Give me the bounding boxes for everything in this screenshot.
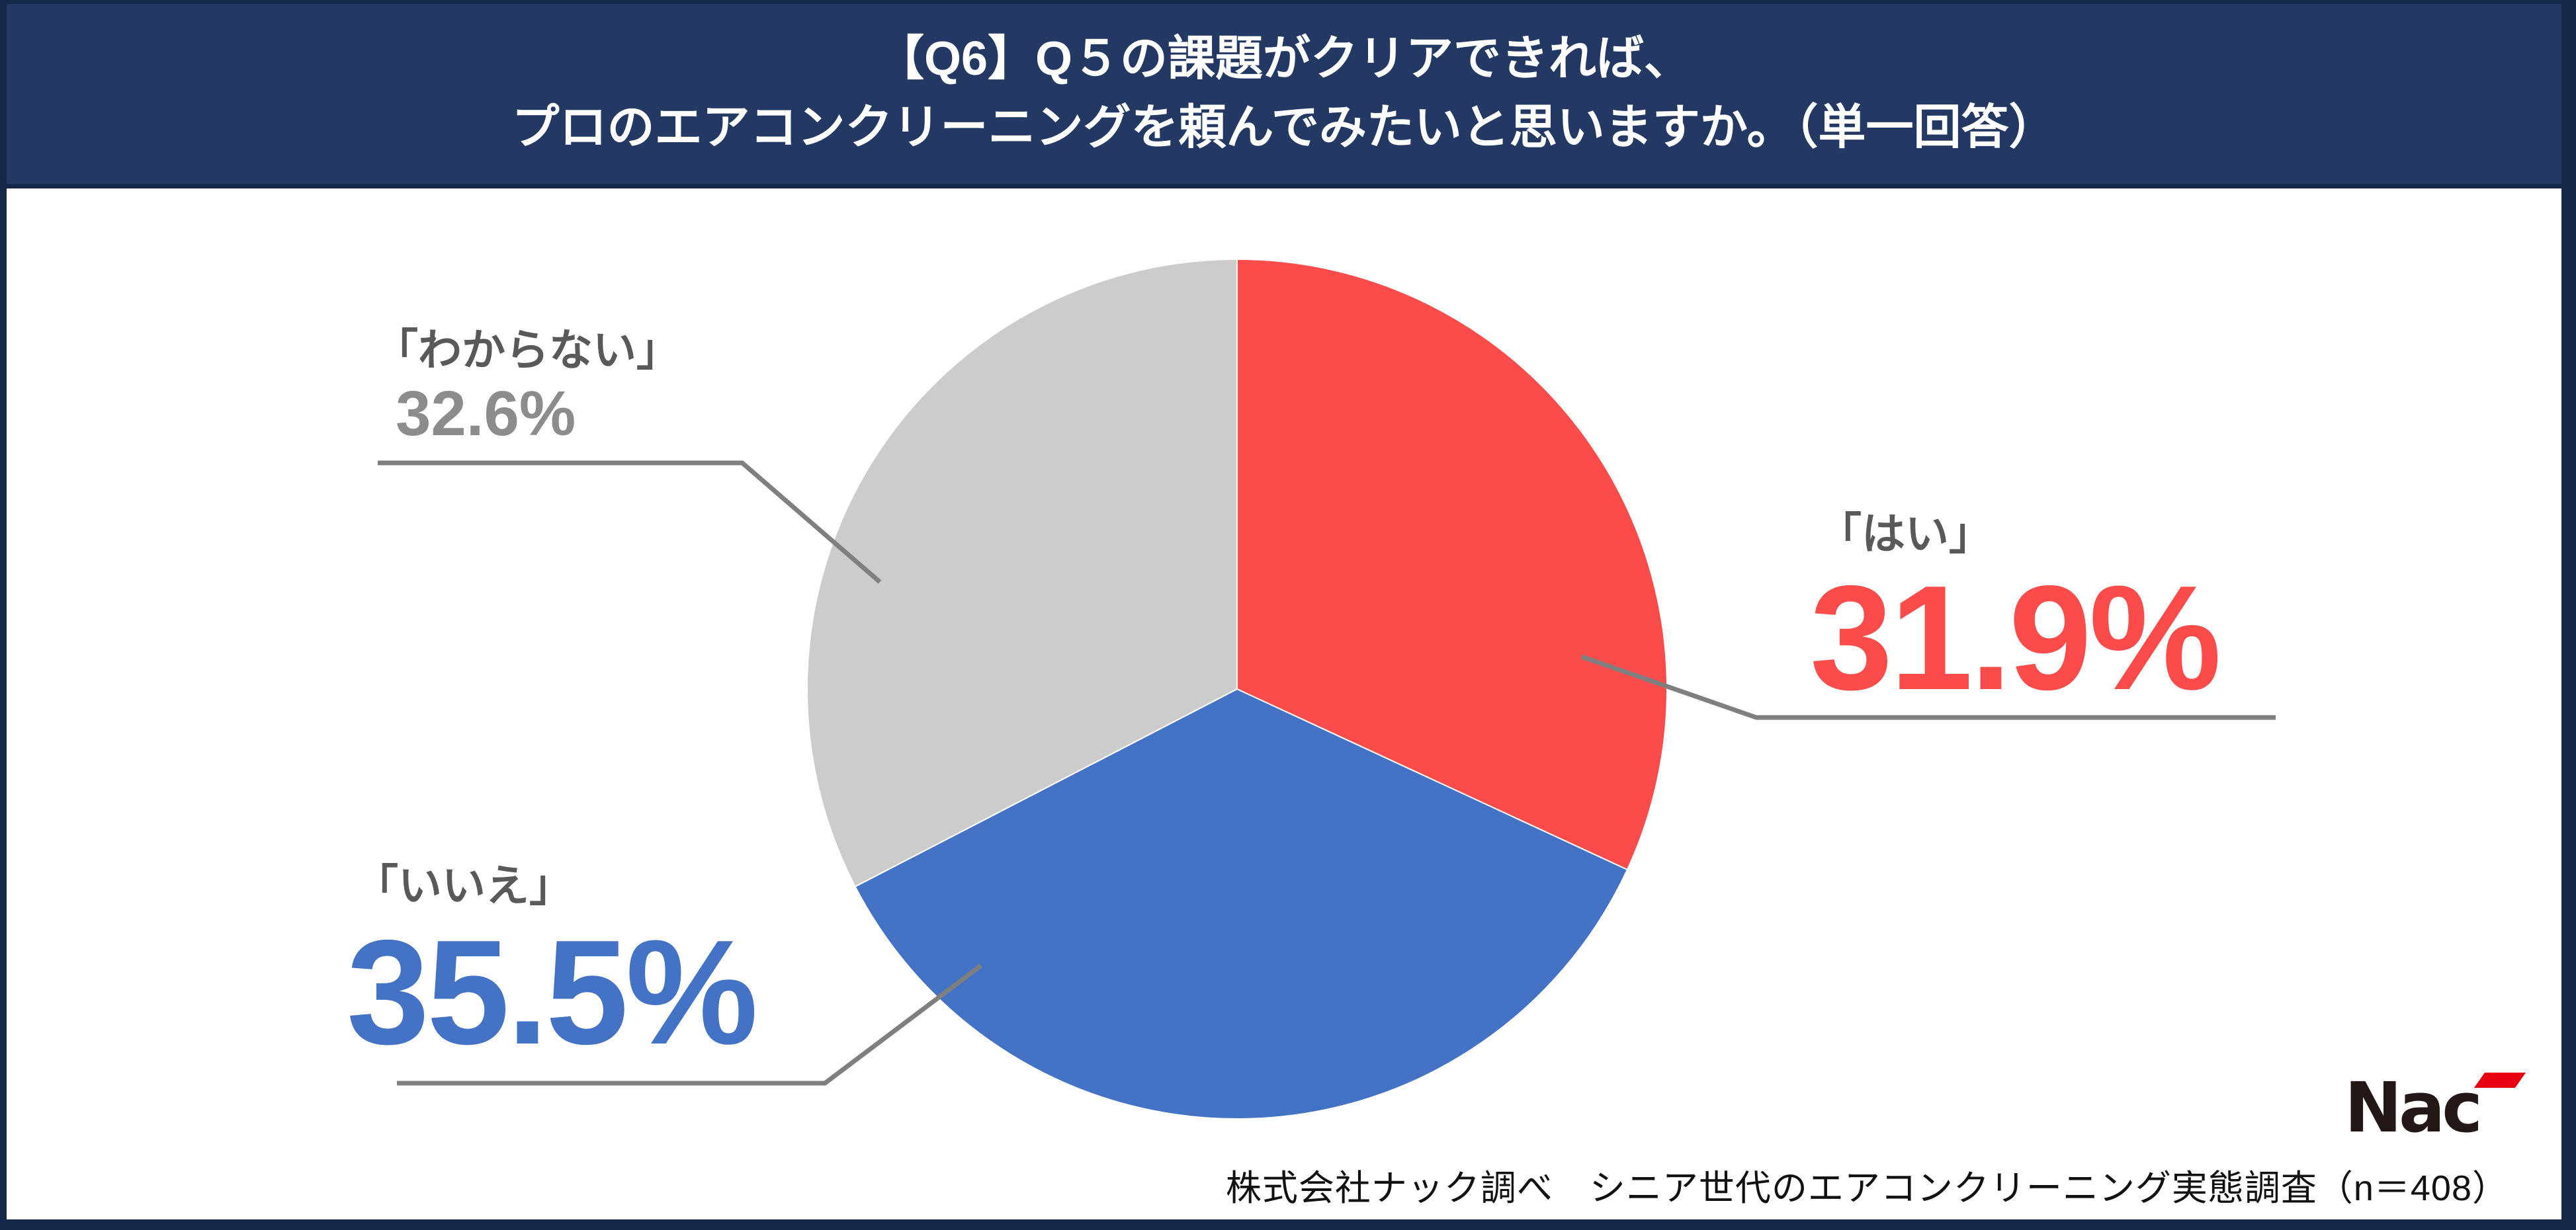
nac-logo: Nac bbox=[2344, 1073, 2536, 1142]
leader-line-wakaranai bbox=[378, 460, 882, 584]
slice-percent-iie: 35.5% bbox=[347, 909, 758, 1075]
pie-slice-0 bbox=[1236, 259, 1667, 871]
slice-percent-wakaranai: 32.6% bbox=[396, 378, 576, 449]
question-title-line2: プロのエアコンクリーニングを頼んでみたいと思いますか。（単一回答） bbox=[511, 101, 2057, 154]
frame-border-left bbox=[0, 0, 7, 1230]
nac-logo-text: Nac bbox=[2344, 1067, 2483, 1148]
slice-label-wakaranai: 「わからない」 bbox=[374, 325, 680, 374]
pie-chart bbox=[807, 259, 1667, 1119]
slice-label-hai: 「はい」 bbox=[1818, 509, 1993, 558]
frame-border-bottom bbox=[0, 1219, 2576, 1230]
slice-percent-hai: 31.9% bbox=[1810, 554, 2221, 721]
nac-logo-red-mark-icon bbox=[2473, 1073, 2526, 1088]
frame-border-top bbox=[0, 0, 2576, 4]
question-title-line1: 【Q6】Q５の課題がクリアできれば、 bbox=[876, 32, 1692, 86]
slice-label-iie: 「いいえ」 bbox=[355, 861, 573, 910]
source-caption: 株式会社ナック調べ シニア世代のエアコンクリーニング実態調査（n＝408） bbox=[1225, 1168, 2509, 1208]
frame-border-right bbox=[2561, 0, 2576, 1230]
header-band: 【Q6】Q５の課題がクリアできれば、 プロのエアコンクリーニングを頼んでみたいと… bbox=[7, 4, 2561, 188]
